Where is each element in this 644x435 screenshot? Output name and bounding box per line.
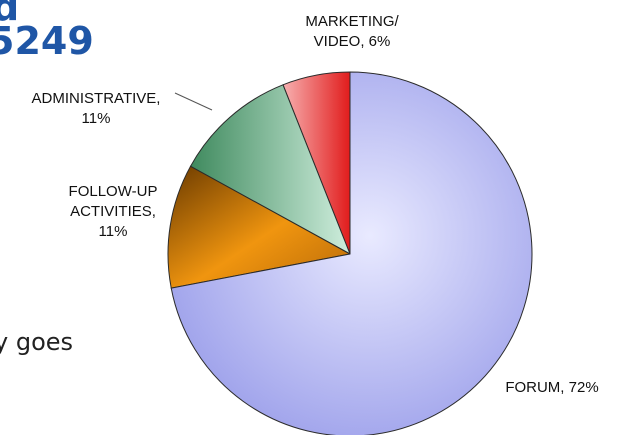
slice-marketing-video-label: MARKETING/VIDEO, 6%	[305, 13, 399, 50]
slice-labels: MARKETING/VIDEO, 6% ADMINISTRATIVE, 11% FOL…	[32, 13, 599, 396]
slice-forum-label: FORUM, 72%	[505, 379, 598, 396]
slice-administrative	[189, 84, 351, 256]
slice-administrative-label: ADMINISTRATIVE, 11%	[32, 90, 161, 127]
slide-title-fragment-2: 5249	[0, 19, 94, 63]
slide-body-text-fragment: y goes	[0, 328, 74, 356]
leader-lines	[174, 92, 213, 111]
slice-follow-up-activities	[167, 165, 352, 289]
slice-administrative-leader-line	[174, 92, 213, 111]
pie-slices	[167, 71, 533, 435]
slice-forum	[170, 71, 533, 435]
slide-title-fragment: d	[0, 0, 20, 29]
slice-follow-up-activities-label: FOLLOW-UP ACTIVITIES, 11%	[69, 183, 158, 240]
